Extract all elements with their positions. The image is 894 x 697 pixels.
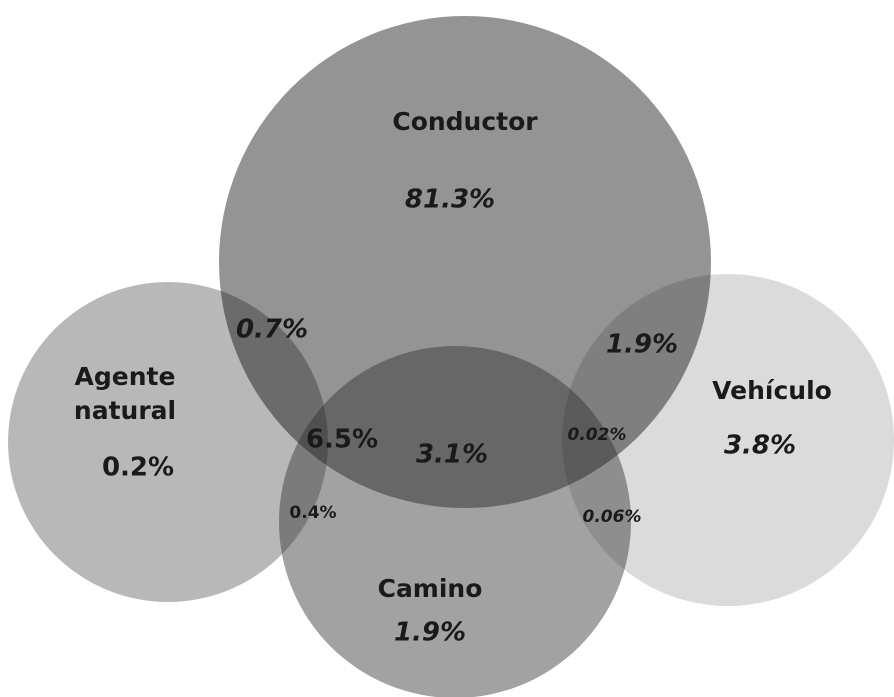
camino-circle [279,346,631,697]
intersection-value: 0.7% [236,315,308,345]
set-value: 0.2% [102,453,174,483]
set-label: Conductor [392,107,538,136]
conductor-circle [219,16,711,508]
vehiculo-circle [562,274,894,606]
intersection-value: 3.1% [416,440,488,470]
intersection-value: 0.4% [289,503,336,523]
set-value: 3.8% [724,431,796,461]
set-label: Camino [378,574,483,603]
set-value: 81.3% [405,185,495,215]
set-value: 1.9% [394,618,466,648]
agente-natural-circle [8,282,328,602]
set-label-line: Agente [75,362,176,391]
intersection-value: 1.9% [606,330,678,360]
set-label: Vehículo [712,376,832,405]
intersection-value: 0.02% [568,425,627,445]
intersection-value: 0.06% [583,507,642,527]
intersection-value: 6.5% [306,425,378,455]
set-label-line: natural [74,396,176,425]
